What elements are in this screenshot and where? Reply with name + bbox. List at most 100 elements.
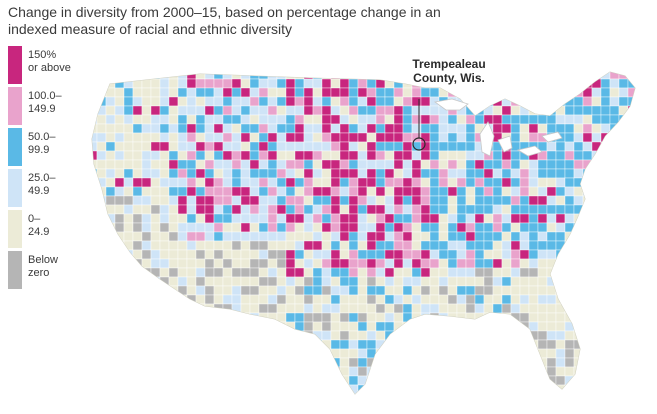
county-cell bbox=[186, 240, 197, 251]
county-cell bbox=[447, 177, 458, 188]
county-cell bbox=[501, 321, 512, 332]
county-cell bbox=[438, 366, 449, 377]
county-cell bbox=[591, 249, 602, 260]
county-cell bbox=[438, 303, 449, 314]
county-cell bbox=[492, 72, 503, 80]
county-cell bbox=[420, 258, 431, 269]
county-cell bbox=[357, 303, 368, 314]
county-cell bbox=[393, 348, 404, 359]
county-cell bbox=[195, 150, 206, 161]
county-cell bbox=[177, 105, 188, 116]
county-cell bbox=[186, 159, 197, 170]
county-cell bbox=[330, 168, 341, 179]
county-cell bbox=[420, 393, 431, 394]
county-cell bbox=[456, 366, 467, 377]
county-cell bbox=[186, 177, 197, 188]
county-cell bbox=[339, 159, 350, 170]
county-cell bbox=[420, 357, 431, 368]
county-cell bbox=[330, 348, 341, 359]
county-cell bbox=[573, 339, 584, 350]
county-cell bbox=[474, 294, 485, 305]
county-cell bbox=[627, 72, 635, 80]
county-cell bbox=[339, 267, 350, 278]
county-cell bbox=[222, 222, 233, 233]
county-cell bbox=[411, 186, 422, 197]
county-cell bbox=[222, 231, 233, 242]
map-title: Change in diversity from 2000–15, based … bbox=[8, 4, 648, 38]
county-cell bbox=[294, 330, 305, 341]
county-cell bbox=[564, 285, 575, 296]
county-cell bbox=[258, 276, 269, 287]
county-cell bbox=[501, 366, 512, 377]
county-cell bbox=[348, 132, 359, 143]
county-cell bbox=[591, 114, 602, 125]
county-cell bbox=[618, 339, 629, 350]
county-cell bbox=[339, 249, 350, 260]
county-cell bbox=[159, 141, 170, 152]
county-cell bbox=[375, 312, 386, 323]
county-cell bbox=[249, 321, 260, 332]
county-cell bbox=[384, 312, 395, 323]
county-cell bbox=[384, 159, 395, 170]
county-cell bbox=[357, 159, 368, 170]
county-cell bbox=[132, 348, 143, 359]
county-cell bbox=[186, 105, 197, 116]
county-cell bbox=[231, 348, 242, 359]
county-cell bbox=[177, 312, 188, 323]
county-cell bbox=[555, 231, 566, 242]
county-cell bbox=[600, 303, 611, 314]
county-cell bbox=[186, 114, 197, 125]
county-cell bbox=[312, 168, 323, 179]
county-cell bbox=[195, 114, 206, 125]
county-cell bbox=[528, 375, 539, 386]
county-cell bbox=[96, 87, 107, 98]
county-cell bbox=[600, 195, 611, 206]
county-cell bbox=[348, 393, 359, 394]
county-cell bbox=[321, 123, 332, 134]
county-cell bbox=[555, 348, 566, 359]
county-cell bbox=[555, 285, 566, 296]
county-cell bbox=[456, 285, 467, 296]
county-cell bbox=[249, 249, 260, 260]
county-cell bbox=[474, 168, 485, 179]
county-cell bbox=[627, 132, 635, 143]
county-cell bbox=[105, 267, 116, 278]
county-cell bbox=[141, 204, 152, 215]
county-cell bbox=[177, 231, 188, 242]
county-cell bbox=[609, 330, 620, 341]
county-cell bbox=[312, 276, 323, 287]
county-cell bbox=[492, 78, 503, 89]
county-cell bbox=[96, 168, 107, 179]
county-cell bbox=[366, 114, 377, 125]
county-cell bbox=[519, 114, 530, 125]
county-cell bbox=[159, 114, 170, 125]
county-cell bbox=[555, 177, 566, 188]
county-cell bbox=[591, 312, 602, 323]
county-cell bbox=[96, 384, 107, 394]
county-cell bbox=[204, 330, 215, 341]
county-cell bbox=[456, 249, 467, 260]
county-cell bbox=[627, 186, 635, 197]
county-cell bbox=[546, 357, 557, 368]
county-cell bbox=[114, 294, 125, 305]
county-cell bbox=[447, 366, 458, 377]
county-cell bbox=[348, 312, 359, 323]
county-cell bbox=[141, 375, 152, 386]
county-cell bbox=[456, 132, 467, 143]
county-cell bbox=[393, 222, 404, 233]
county-cell bbox=[240, 303, 251, 314]
county-cell bbox=[582, 231, 593, 242]
county-cell bbox=[249, 150, 260, 161]
county-cell bbox=[339, 114, 350, 125]
county-cell bbox=[582, 150, 593, 161]
county-cell bbox=[150, 267, 161, 278]
county-cell bbox=[321, 141, 332, 152]
county-cell bbox=[231, 384, 242, 394]
county-cell bbox=[267, 213, 278, 224]
county-cell bbox=[483, 186, 494, 197]
county-cell bbox=[222, 159, 233, 170]
county-cell bbox=[429, 267, 440, 278]
county-cell bbox=[222, 276, 233, 287]
county-cell bbox=[483, 366, 494, 377]
county-cell bbox=[276, 303, 287, 314]
